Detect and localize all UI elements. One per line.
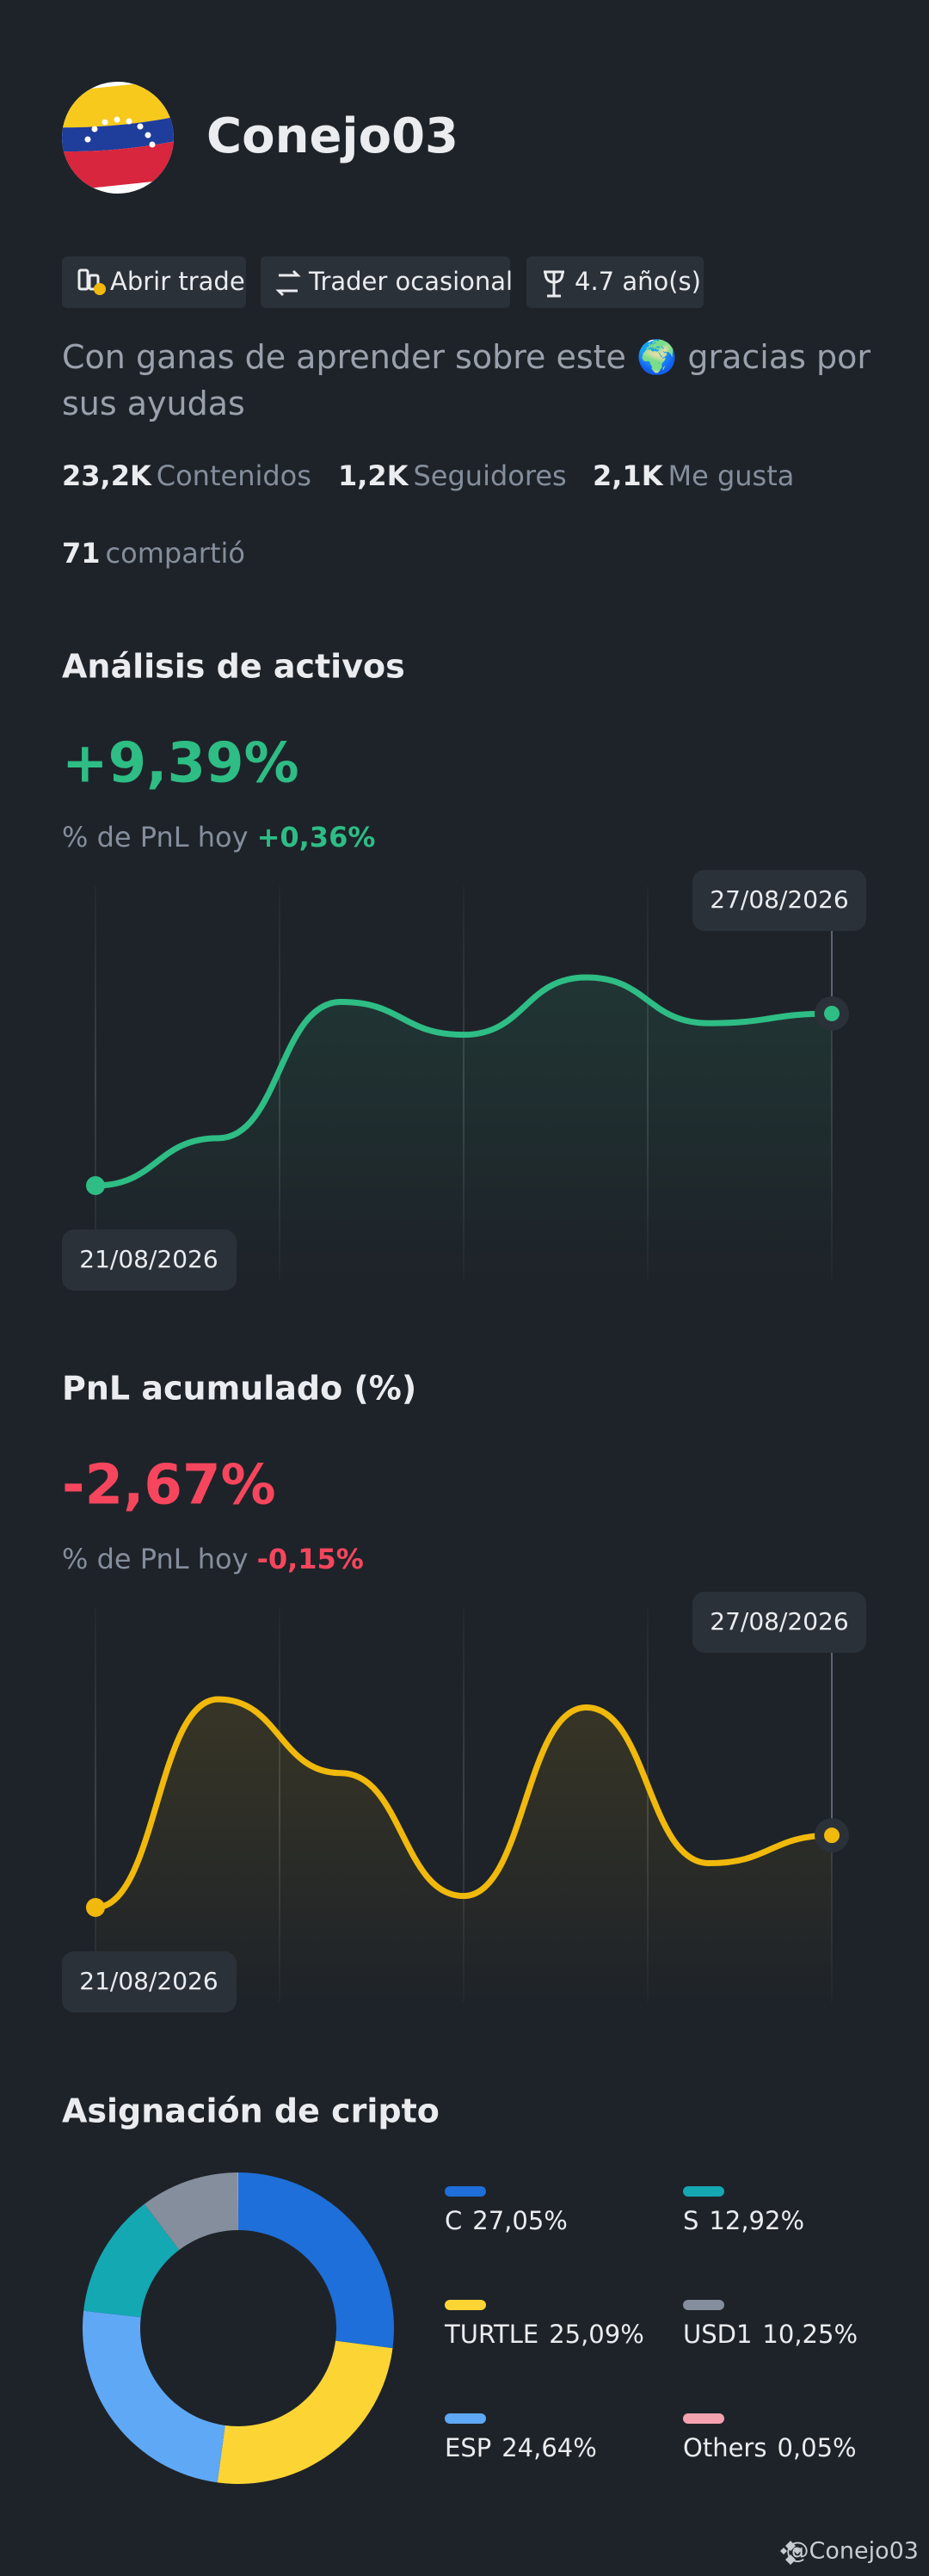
subtitle: % de PnL hoy	[62, 821, 249, 854]
stat-label: Me gusta	[668, 459, 794, 492]
stat-label: Seguidores	[413, 459, 566, 492]
legend-value: 25,09%	[549, 2320, 644, 2349]
footer-logo	[780, 2541, 801, 2565]
date-box	[62, 1951, 237, 2012]
end-point	[824, 1827, 840, 1844]
legend-swatch	[445, 2300, 486, 2310]
grid-line	[95, 886, 96, 1280]
subtitle: % de PnL hoy	[62, 1543, 249, 1575]
legend-label: C	[445, 2206, 462, 2235]
donut-slice	[82, 2310, 225, 2483]
legend-label: TURTLE	[444, 2320, 538, 2349]
stat-value: 1,2K	[338, 459, 409, 492]
tag-icons	[77, 268, 564, 298]
stat-label: Contenidos	[157, 459, 311, 492]
section-title: PnL acumulado (%)	[62, 1370, 416, 1408]
legend-swatch	[683, 2300, 724, 2310]
line	[92, 974, 835, 1189]
legend-label: ESP	[445, 2433, 491, 2462]
tag[interactable]	[526, 256, 704, 308]
section-title: Análisis de activos	[62, 648, 405, 686]
date-box	[692, 1592, 866, 1653]
legend-value: 10,25%	[762, 2320, 858, 2349]
area-fill	[95, 977, 832, 1280]
donut-slice	[144, 2172, 238, 2251]
grid-line	[463, 1608, 464, 2002]
donut-slice	[238, 2172, 394, 2349]
donut-slice	[217, 2340, 393, 2484]
legend-value: 24,64%	[501, 2433, 597, 2462]
donut-slice	[83, 2203, 180, 2318]
legend-label: Others	[683, 2433, 766, 2462]
tag-label: Trader ocasional	[308, 267, 513, 296]
donut-slice	[237, 2172, 238, 2231]
grid-line	[95, 1608, 96, 2002]
start-point	[86, 1898, 105, 1917]
daily-change: +0,36%	[257, 821, 376, 854]
legend-value: 12,92%	[709, 2206, 804, 2235]
legend-label: USD1	[683, 2320, 752, 2349]
legend-swatch	[445, 2413, 486, 2424]
tag-label: 4.7 año(s)	[575, 267, 701, 296]
legend-value: 27,05%	[472, 2206, 568, 2235]
stat-value: 71	[62, 537, 101, 570]
date-box	[692, 870, 866, 931]
legend-swatch	[683, 2186, 724, 2197]
date-label: 21/08/2026	[79, 1245, 218, 1273]
legend-swatch	[683, 2413, 724, 2424]
line	[92, 1696, 835, 1911]
section-title: Asignación de cripto	[62, 2092, 440, 2130]
date-label: 27/08/2026	[710, 885, 848, 914]
username: Conejo03	[206, 108, 458, 164]
legend-value: 0,05%	[777, 2433, 856, 2462]
stat-value: 23,2K	[62, 459, 152, 492]
bio: Con ganas de aprender sobre este 🌍 graci…	[62, 338, 871, 422]
date-label: 21/08/2026	[79, 1967, 218, 1995]
tag[interactable]	[261, 256, 510, 308]
headline-value: +9,39%	[62, 732, 299, 796]
start-point	[86, 1176, 105, 1195]
legend-label: S	[683, 2206, 698, 2235]
footer-handle: @Conejo03	[786, 2538, 919, 2565]
stat-label: compartió	[106, 537, 245, 570]
date-box	[62, 1229, 237, 1291]
tag[interactable]	[62, 256, 246, 308]
stat-value: 2,1K	[593, 459, 664, 492]
daily-change: -0,15%	[257, 1543, 364, 1575]
end-point	[824, 1005, 840, 1021]
tag-label: Abrir trade	[110, 267, 245, 296]
area-fill	[95, 1699, 832, 2002]
legend-swatch	[445, 2186, 486, 2197]
date-label: 27/08/2026	[710, 1607, 848, 1636]
headline-value: -2,67%	[62, 1454, 276, 1518]
